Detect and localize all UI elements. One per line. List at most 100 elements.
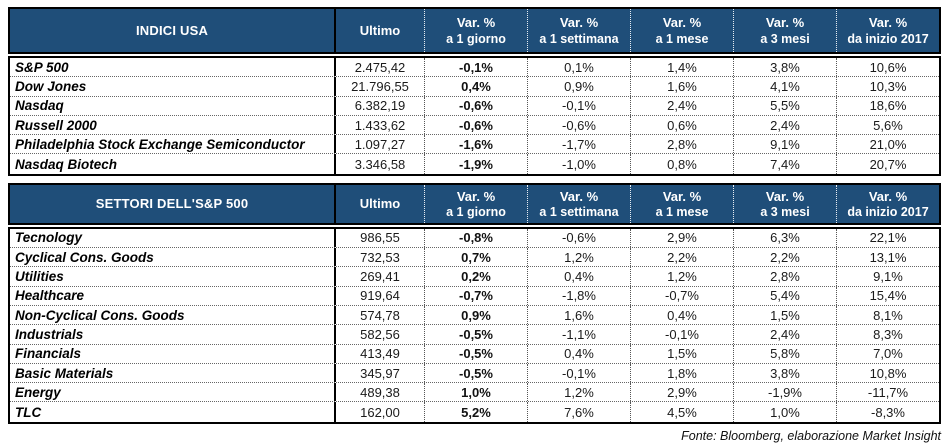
- column-header-ultimo: Ultimo: [334, 9, 424, 52]
- ultimo-value: 489,38: [334, 383, 424, 402]
- var-percent-value: 0,8%: [630, 154, 733, 174]
- column-header-var-1-mese: Var. % a 1 mese: [630, 9, 733, 52]
- var-percent-value: 1,5%: [630, 344, 733, 363]
- table-row: Russell 2000 1.433,62 -0,6% -0,6% 0,6% 2,4% 5,…: [10, 115, 939, 136]
- var-percent-value: -0,1%: [424, 58, 527, 77]
- var-percent-value: 10,3%: [836, 77, 939, 96]
- var-percent-value: 1,2%: [630, 267, 733, 286]
- ultimo-value: 919,64: [334, 286, 424, 305]
- column-header-sublabel: a 3 mesi: [760, 204, 810, 219]
- column-header-sublabel: a 1 giorno: [446, 31, 506, 46]
- var-percent-value: 3,8%: [733, 363, 836, 383]
- var-percent-value: 0,6%: [630, 115, 733, 135]
- var-percent-value: 0,9%: [424, 305, 527, 325]
- table-header: INDICI USA Ultimo Var. % a 1 giorno Var.…: [8, 7, 941, 54]
- var-percent-value: -0,1%: [527, 363, 630, 383]
- table-body: S&P 500 2.475,42 -0,1% 0,1% 1,4% 3,8% 10,6% Dow…: [8, 56, 941, 176]
- ultimo-value: 1.433,62: [334, 115, 424, 135]
- var-percent-value: 2,8%: [630, 135, 733, 154]
- var-percent-value: 2,8%: [733, 267, 836, 286]
- var-percent-value: -0,1%: [527, 96, 630, 115]
- var-percent-value: 1,6%: [527, 305, 630, 325]
- column-header-label: Ultimo: [359, 23, 401, 38]
- table-row: Nasdaq Biotech 3.346,58 -1,9% -1,0% 0,8% 7,4%…: [10, 154, 939, 174]
- row-label: Healthcare: [15, 288, 85, 304]
- var-percent-value: -0,5%: [424, 325, 527, 344]
- row-label: Industrials: [15, 326, 84, 342]
- var-percent-value: 9,1%: [733, 135, 836, 154]
- var-percent-value: 2,4%: [630, 96, 733, 115]
- row-label: Russell 2000: [15, 117, 97, 133]
- column-header-label: Var. %: [662, 14, 702, 30]
- var-percent-value: 10,8%: [836, 363, 939, 383]
- row-label: Utilities: [15, 269, 64, 285]
- var-percent-value: 0,4%: [424, 77, 527, 96]
- column-header-sublabel: a 3 mesi: [760, 31, 810, 46]
- ultimo-value: 1.097,27: [334, 135, 424, 154]
- table-row: Energy 489,38 1,0% 1,2% 2,9% -1,9% -11,7%: [10, 383, 939, 403]
- ultimo-value: 345,97: [334, 363, 424, 383]
- var-percent-value: 2,9%: [630, 228, 733, 248]
- row-label: Non-Cyclical Cons. Goods: [15, 307, 185, 323]
- table-row: Non-Cyclical Cons. Goods 574,78 0,9% 1,6% 0,…: [10, 305, 939, 326]
- var-percent-value: 9,1%: [836, 267, 939, 286]
- var-percent-value: -1,1%: [527, 325, 630, 344]
- ultimo-value: 21.796,55: [334, 77, 424, 96]
- row-label: Dow Jones: [15, 78, 87, 94]
- var-percent-value: 0,7%: [424, 248, 527, 267]
- ultimo-value: 3.346,58: [334, 154, 424, 174]
- row-label: Tecnology: [15, 230, 83, 246]
- var-percent-value: -0,7%: [424, 286, 527, 305]
- var-percent-value: 2,4%: [733, 115, 836, 135]
- column-header-var-1-mese: Var. % a 1 mese: [630, 184, 733, 223]
- var-percent-value: -0,8%: [424, 228, 527, 248]
- table-row: TLC 162,00 5,2% 7,6% 4,5% 1,0% -8,3%: [10, 402, 939, 422]
- var-percent-value: 2,4%: [733, 325, 836, 344]
- table-row: Nasdaq 6.382,19 -0,6% -0,1% 2,4% 5,5% 18,6%: [10, 96, 939, 116]
- table-title: INDICI USA: [135, 23, 209, 38]
- var-percent-value: -8,3%: [836, 402, 939, 422]
- var-percent-value: 1,2%: [527, 248, 630, 267]
- var-percent-value: -0,1%: [630, 325, 733, 344]
- table-row: S&P 500 2.475,42 -0,1% 0,1% 1,4% 3,8% 10,6%: [10, 58, 939, 78]
- var-percent-value: 4,1%: [733, 77, 836, 96]
- source-note: Fonte: Bloomberg, elaborazione Market In…: [681, 428, 941, 443]
- var-percent-value: 1,8%: [630, 363, 733, 383]
- ultimo-value: 574,78: [334, 305, 424, 325]
- var-percent-value: 1,4%: [630, 58, 733, 77]
- var-percent-value: 6,3%: [733, 228, 836, 248]
- var-percent-value: 8,3%: [836, 325, 939, 344]
- var-percent-value: 2,9%: [630, 383, 733, 402]
- table-row: Healthcare 919,64 -0,7% -1,8% -0,7% 5,4% 15,4%: [10, 286, 939, 306]
- table-title: SETTORI DELL'S&P 500: [95, 196, 249, 212]
- column-header-label: Var. %: [662, 188, 702, 204]
- column-header-sublabel: a 1 giorno: [446, 204, 506, 219]
- var-percent-value: 5,2%: [424, 402, 527, 422]
- var-percent-value: 22,1%: [836, 228, 939, 248]
- column-header-sublabel: a 1 settimana: [539, 204, 619, 219]
- var-percent-value: 7,6%: [527, 402, 630, 422]
- column-header-var-1-settimana: Var. % a 1 settimana: [527, 184, 630, 223]
- ultimo-value: 162,00: [334, 402, 424, 422]
- var-percent-value: 1,0%: [733, 402, 836, 422]
- var-percent-value: 3,8%: [733, 58, 836, 77]
- column-header-var-1-settimana: Var. % a 1 settimana: [527, 9, 630, 52]
- var-percent-value: 8,1%: [836, 305, 939, 325]
- ultimo-value: 2.475,42: [334, 58, 424, 77]
- settori-sp500-table: SETTORI DELL'S&P 500 Ultimo Var. % a 1 g…: [8, 182, 941, 424]
- var-percent-value: -0,5%: [424, 344, 527, 363]
- var-percent-value: 15,4%: [836, 286, 939, 305]
- ultimo-value: 986,55: [334, 228, 424, 248]
- var-percent-value: 10,6%: [836, 58, 939, 77]
- var-percent-value: -1,0%: [527, 154, 630, 174]
- table-header: SETTORI DELL'S&P 500 Ultimo Var. % a 1 g…: [8, 182, 941, 225]
- var-percent-value: 13,1%: [836, 248, 939, 267]
- var-percent-value: 18,6%: [836, 96, 939, 115]
- column-header-sublabel: a 1 mese: [655, 204, 709, 219]
- var-percent-value: -0,6%: [527, 228, 630, 248]
- var-percent-value: 7,4%: [733, 154, 836, 174]
- var-percent-value: -1,7%: [527, 135, 630, 154]
- var-percent-value: 21,0%: [836, 135, 939, 154]
- column-header-var-1-giorno: Var. % a 1 giorno: [424, 9, 527, 52]
